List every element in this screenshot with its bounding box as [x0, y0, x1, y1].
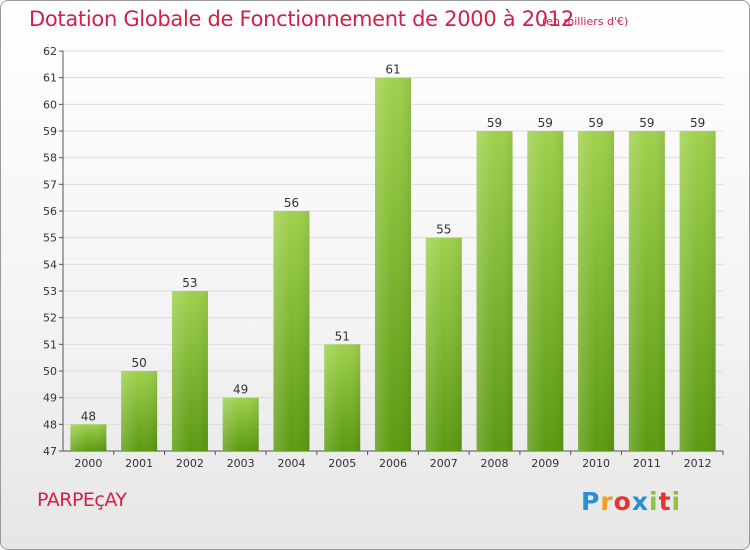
logo-letter: o: [613, 487, 632, 516]
bar-shine: [324, 344, 361, 451]
x-tick-label: 2009: [531, 457, 559, 470]
y-tick-label: 55: [43, 232, 57, 245]
bar-shine: [375, 77, 411, 452]
bars: [70, 77, 716, 452]
proxiti-logo: Proxiti: [581, 487, 681, 516]
data-label: 51: [335, 329, 350, 343]
y-tick-label: 58: [43, 152, 57, 165]
data-label: 61: [385, 63, 400, 77]
x-tick-label: 2011: [633, 457, 661, 470]
y-tick-label: 59: [43, 125, 57, 138]
logo-letter: x: [631, 487, 649, 516]
data-label: 50: [132, 356, 147, 370]
y-tick-label: 49: [43, 392, 57, 405]
logo-letter: i: [671, 487, 682, 516]
x-tick-label: 2002: [176, 457, 204, 470]
x-tick-label: 2003: [227, 457, 255, 470]
bar-shine: [628, 131, 665, 451]
data-label: 59: [639, 116, 654, 130]
y-tick-label: 53: [43, 285, 57, 298]
logo-letter: t: [658, 487, 672, 516]
bar-shine: [578, 131, 615, 451]
y-tick-label: 61: [43, 72, 57, 85]
y-tick-label: 57: [43, 178, 57, 191]
data-label: 53: [182, 276, 197, 290]
y-tick-label: 50: [43, 365, 57, 378]
y-tick-label: 48: [43, 418, 57, 431]
x-tick-label: 2006: [379, 457, 407, 470]
logo-letter: r: [600, 487, 614, 516]
logo-letter: P: [581, 487, 601, 516]
x-tick-label: 2008: [481, 457, 509, 470]
logo-letter: i: [649, 487, 659, 516]
bar-shine: [476, 131, 513, 451]
chart-title: Dotation Globale de Fonctionnement de 20…: [29, 7, 574, 31]
x-tick-label: 2004: [277, 457, 305, 470]
y-tick-label: 62: [43, 45, 57, 58]
commune-name: PARPEçAY: [37, 489, 127, 511]
x-tick-label: 2005: [328, 457, 356, 470]
bar-shine: [527, 131, 564, 451]
x-tick-label: 2007: [430, 457, 458, 470]
y-tick-label: 60: [43, 98, 57, 111]
y-tick-label: 54: [43, 258, 57, 271]
bar-shine: [273, 211, 310, 451]
data-labels: 48 50 53 49 56 51 61 55 59 59 59 59 59: [81, 63, 706, 424]
y-tick-label: 56: [43, 205, 57, 218]
data-label: 59: [538, 116, 553, 130]
bar-shine: [70, 424, 107, 451]
bar-shine: [121, 371, 158, 451]
x-tick-label: 2012: [684, 457, 712, 470]
data-label: 49: [233, 383, 248, 397]
data-label: 59: [588, 116, 603, 130]
bar-shine: [222, 397, 259, 451]
chart-subtitle: (en milliers d'€): [542, 15, 629, 28]
data-label: 59: [487, 116, 502, 130]
x-tick-label: 2001: [125, 457, 153, 470]
data-label: 56: [284, 196, 299, 210]
x-tick-label: 2000: [74, 457, 102, 470]
bar-shine: [679, 131, 716, 451]
y-tick-label: 47: [43, 445, 57, 458]
x-tick-label: 2010: [582, 457, 610, 470]
data-label: 55: [436, 223, 451, 237]
y-tick-label: 52: [43, 312, 57, 325]
bar-shine: [425, 237, 462, 451]
bar-shine: [171, 291, 208, 451]
data-label: 59: [690, 116, 705, 130]
data-label: 48: [81, 409, 96, 423]
y-tick-label: 51: [43, 338, 57, 351]
